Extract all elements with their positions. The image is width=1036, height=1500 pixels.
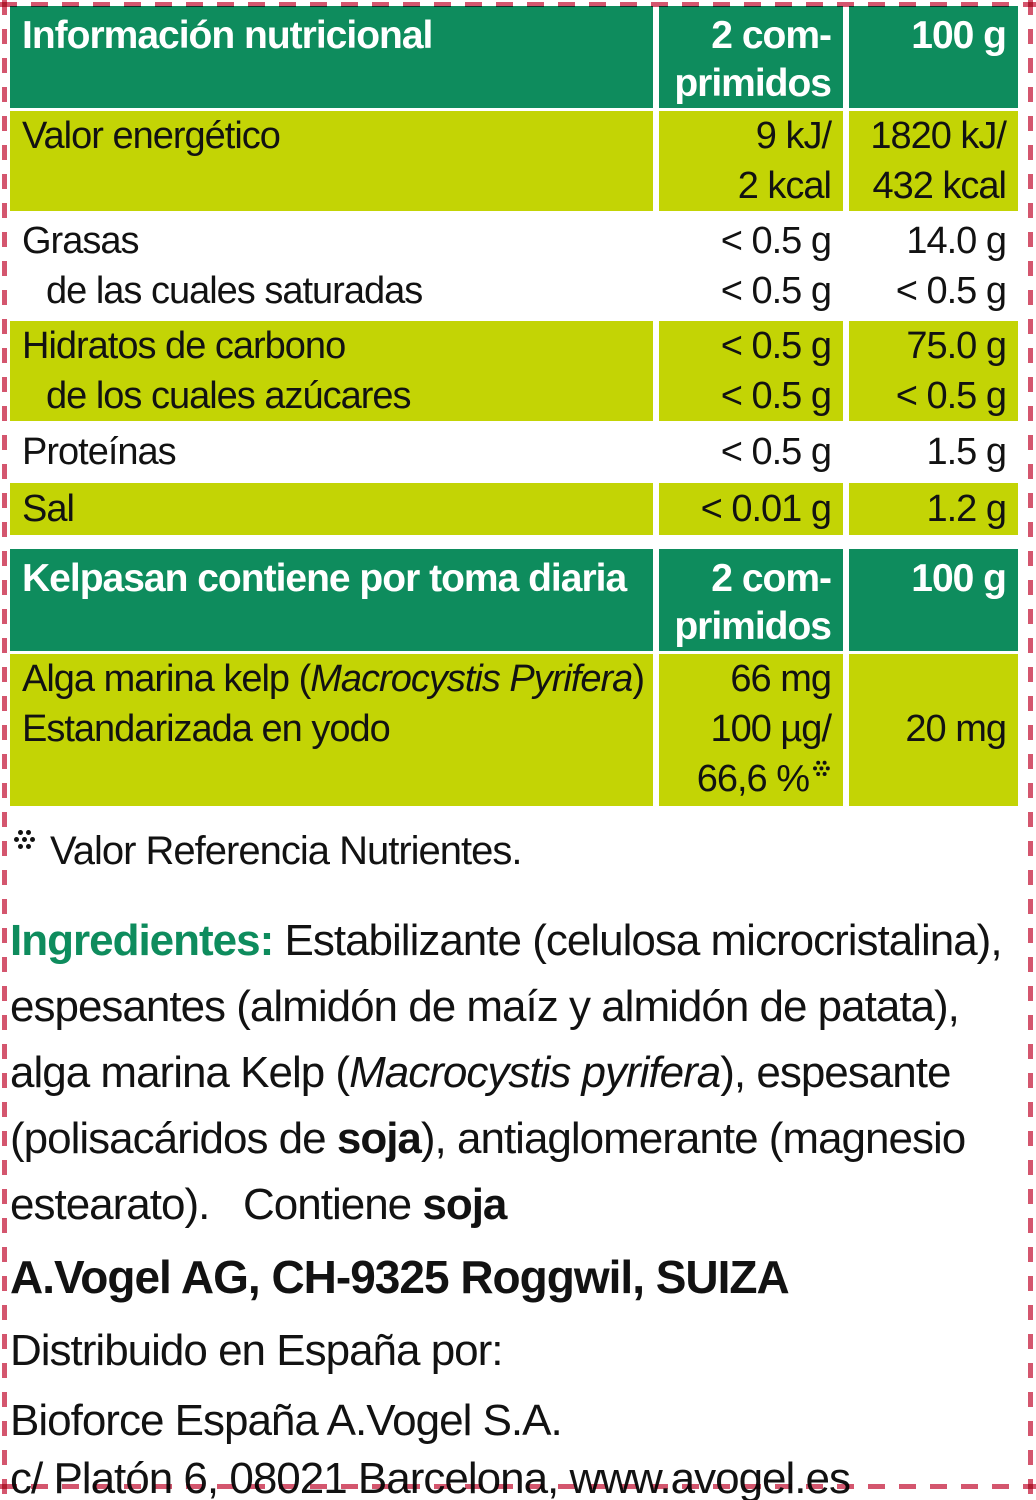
table-row-protein: Proteínas < 0.5 g 1.5 g (10, 426, 1026, 478)
value-per100g: < 0.5 g (895, 375, 1007, 417)
table-row-fats: Grasas de las cuales saturadas < 0.5 g <… (10, 216, 1026, 316)
row-label-cell: Proteínas (10, 426, 653, 478)
ingredients-paragraph: Ingredientes: Estabilizante (celulosa mi… (10, 916, 1013, 1229)
footnote-text: Valor Referencia Nutrientes. (50, 829, 522, 873)
row-label-cell: Hidratos de carbono de los cuales azúcar… (10, 321, 653, 421)
kelpasan-table-header: Kelpasan contiene por toma diaria 2 com-… (10, 549, 1026, 651)
header-col-per100g: 100 g (849, 549, 1018, 651)
value-per100g: 432 kcal (872, 165, 1007, 207)
nrv-percent: 66,6 % (696, 758, 810, 800)
row-per100g-cell: 1820 kJ/ 432 kcal (849, 111, 1018, 211)
header-col-serving: 2 com- primidos (659, 549, 843, 651)
header-title: Kelpasan contiene por toma diaria (10, 549, 653, 651)
dots-asterisk-icon (14, 830, 34, 848)
distributor-address-line: c/ Platón 6, 08021 Barcelona, www.avogel… (10, 1454, 851, 1500)
row-label-cell: Grasas de las cuales saturadas (10, 216, 653, 316)
value-serving: 66 mg (730, 658, 832, 700)
row-serving-cell: < 0.5 g (659, 426, 843, 478)
value-serving: < 0.5 g (720, 220, 832, 262)
value-serving: < 0.01 g (700, 488, 832, 530)
address-block: A.Vogel AG, CH-9325 Roggwil, SUIZA Distr… (10, 1252, 1026, 1500)
row-serving-cell: < 0.5 g < 0.5 g (659, 216, 843, 316)
value-per100g: 14.0 g (906, 220, 1007, 262)
row-label-cell: Alga marina kelp (Macrocystis Pyrifera) … (10, 654, 653, 806)
value-per100g: 1820 kJ/ (870, 115, 1007, 157)
distributor-name-line: Bioforce España A.Vogel S.A. (10, 1396, 563, 1445)
value-serving: 9 kJ/ (755, 115, 832, 157)
spacer (10, 535, 1026, 549)
header-col-per100g: 100 g (849, 6, 1018, 108)
row-sublabel: de los cuales azúcares (46, 375, 412, 417)
row-label: Sal (22, 488, 75, 530)
header-col-serving-line2: primidos (674, 62, 832, 105)
row-per100g-cell: 1.2 g (849, 483, 1018, 535)
row-label: Alga marina kelp (Macrocystis Pyrifera) (22, 658, 645, 700)
manufacturer-line: A.Vogel AG, CH-9325 Roggwil, SUIZA (10, 1251, 790, 1303)
header-title: Información nutricional (10, 6, 653, 108)
value-per100g: 20 mg (905, 708, 1007, 750)
value-serving-percent: 66,6 % (659, 754, 831, 804)
table-row-salt: Sal < 0.01 g 1.2 g (10, 483, 1026, 535)
value-serving: < 0.5 g (720, 375, 832, 417)
row-label: Proteínas (22, 431, 177, 473)
row-per100g-cell: 1.5 g (849, 426, 1018, 478)
dots-asterisk-icon (813, 761, 829, 775)
header-col-serving-line2: primidos (674, 605, 832, 648)
row-label-cell: Valor energético (10, 111, 653, 211)
row-label: Grasas (22, 220, 139, 262)
value-serving: < 0.5 g (720, 270, 832, 312)
value-per100g: 1.2 g (926, 488, 1007, 530)
row-sublabel: Estandarizada en yodo (22, 708, 391, 750)
row-per100g-cell: 20 mg (849, 654, 1018, 806)
distributor-intro-line: Distribuido en España por: (10, 1326, 504, 1375)
nutrition-table-header: Información nutricional 2 com- primidos … (10, 6, 1026, 108)
header-col-serving-line1: 2 com- (711, 14, 832, 57)
value-serving: < 0.5 g (720, 431, 832, 473)
header-col-serving: 2 com- primidos (659, 6, 843, 108)
value-per100g: 75.0 g (906, 325, 1007, 367)
row-per100g-cell: 75.0 g < 0.5 g (849, 321, 1018, 421)
kelpasan-table: Kelpasan contiene por toma diaria 2 com-… (10, 549, 1026, 806)
row-serving-cell: < 0.01 g (659, 483, 843, 535)
row-serving-cell: 9 kJ/ 2 kcal (659, 111, 843, 211)
value-per100g: 1.5 g (926, 431, 1007, 473)
table-row-energy: Valor energético 9 kJ/ 2 kcal 1820 kJ/ 4… (10, 111, 1026, 211)
footnote: Valor Referencia Nutrientes. (10, 828, 1026, 874)
value-serving: 100 µg/ (710, 708, 832, 750)
table-row-carbohydrates: Hidratos de carbono de los cuales azúcar… (10, 321, 1026, 421)
table-row-kelp: Alga marina kelp (Macrocystis Pyrifera) … (10, 654, 1026, 806)
row-label: Hidratos de carbono (22, 325, 346, 367)
row-serving-cell: < 0.5 g < 0.5 g (659, 321, 843, 421)
value-serving: 2 kcal (737, 165, 832, 207)
nutrition-table: Información nutricional 2 com- primidos … (10, 6, 1026, 535)
header-col-serving-line1: 2 com- (711, 557, 832, 600)
row-label: Valor energético (22, 115, 281, 157)
value-serving: < 0.5 g (720, 325, 832, 367)
value-per100g: < 0.5 g (895, 270, 1007, 312)
row-per100g-cell: 14.0 g < 0.5 g (849, 216, 1018, 316)
row-serving-cell: 66 mg 100 µg/ 66,6 % (659, 654, 843, 806)
row-label-cell: Sal (10, 483, 653, 535)
row-sublabel: de las cuales saturadas (46, 270, 423, 312)
